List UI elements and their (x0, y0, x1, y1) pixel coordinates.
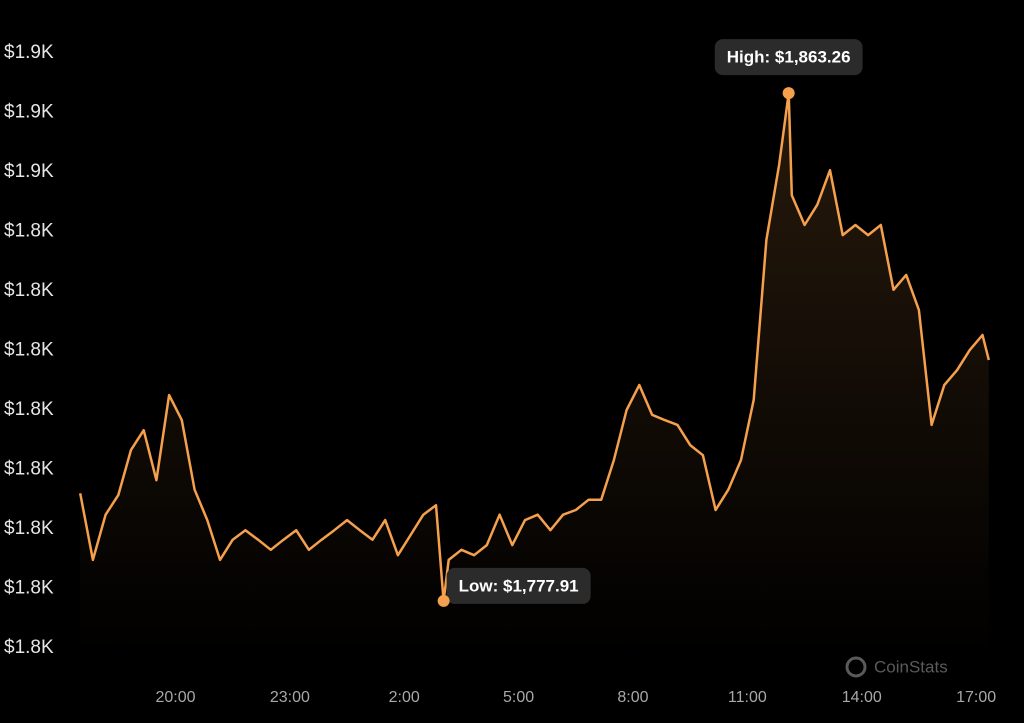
x-tick-label: 2:00 (389, 689, 420, 706)
area (80, 93, 989, 661)
annotation-box (714, 39, 863, 76)
watermark-text: CoinStats (874, 657, 948, 676)
annotation: Low: $1,777.91 (446, 567, 591, 604)
x-tick-label: 8:00 (617, 689, 648, 706)
y-tick-label: $1.8K (4, 399, 54, 420)
x-tick-label: 20:00 (155, 689, 195, 706)
x-tick-label: 23:00 (270, 689, 310, 706)
annotation-box (446, 567, 591, 604)
annotation-point (437, 594, 450, 607)
x-tick-label: 14:00 (842, 689, 882, 706)
annotation-label: Low: $1,777.91 (459, 576, 579, 595)
y-tick-label: $1.8K (4, 578, 54, 599)
y-tick-label: $1.8K (4, 459, 54, 480)
annotation: High: $1,863.26 (714, 39, 863, 76)
y-tick-label: $1.8K (4, 340, 54, 361)
x-tick-label: 11:00 (728, 689, 767, 706)
x-tick-label: 17:00 (956, 689, 996, 706)
y-tick-label: $1.9K (4, 161, 54, 182)
y-tick-label: $1.8K (4, 280, 54, 301)
annotation-point (782, 87, 795, 100)
price-line (78, 91, 991, 603)
y-tick-label: $1.9K (4, 102, 54, 123)
watermark: CoinStats (845, 656, 948, 678)
y-tick-label: $1.8K (4, 518, 54, 539)
y-tick-label: $1.8K (4, 637, 54, 658)
y-tick-label: $1.9K (4, 42, 54, 63)
watermark-icon (845, 656, 867, 678)
y-tick-label: $1.8K (4, 221, 54, 242)
annotation-label: High: $1,863.26 (727, 48, 851, 67)
x-tick-label: 5:00 (503, 689, 534, 706)
